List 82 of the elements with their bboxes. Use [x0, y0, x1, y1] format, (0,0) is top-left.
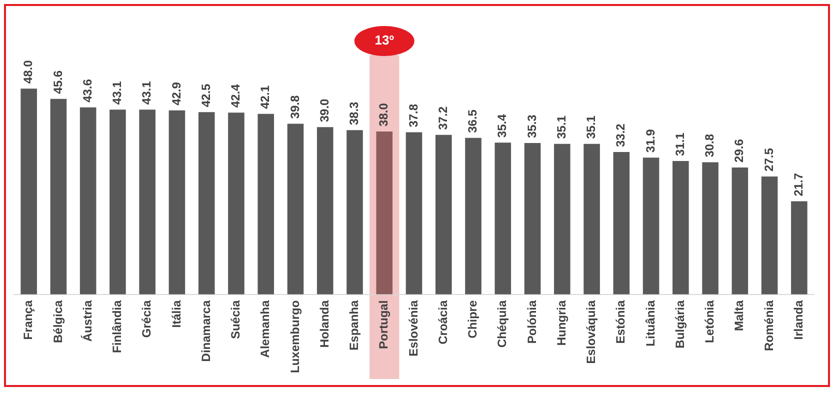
bar	[494, 142, 512, 294]
x-tick-label: Chipre	[466, 300, 480, 338]
x-tick-label: Hungria	[554, 300, 568, 346]
band-label: 13º	[374, 32, 394, 48]
data-label: 27.5	[762, 148, 776, 172]
bar	[465, 138, 482, 294]
bar	[376, 131, 393, 294]
x-tick-label: Malta	[732, 300, 746, 332]
x-tick-label: Bélgica	[50, 300, 65, 344]
bar	[168, 110, 186, 294]
bar	[524, 143, 541, 294]
x-tick-label: Croácia	[436, 300, 450, 344]
x-tick-label: França	[21, 300, 36, 340]
data-label: 37.8	[406, 104, 420, 128]
x-tick-label: Finlândia	[110, 300, 124, 354]
bar	[198, 112, 215, 294]
data-label: 35.3	[524, 114, 539, 138]
data-label: 45.6	[50, 70, 65, 94]
data-label: 35.4	[495, 114, 510, 138]
bar	[50, 98, 67, 294]
bar	[406, 132, 422, 294]
x-tick-label: Irlanda	[792, 300, 806, 340]
bar	[287, 124, 304, 294]
data-label: 43.6	[80, 78, 94, 102]
bar	[613, 152, 630, 294]
bar	[732, 167, 748, 294]
bar	[228, 112, 244, 294]
data-label: 35.1	[584, 115, 598, 139]
x-tick-label: Espanha	[347, 300, 362, 350]
data-label: 31.9	[643, 128, 658, 153]
data-label: 29.6	[732, 138, 746, 162]
data-label: 38.0	[376, 102, 391, 126]
data-label: 33.2	[614, 123, 628, 148]
data-label: 31.1	[672, 132, 687, 156]
x-tick-label: Portugal	[376, 300, 391, 350]
data-label: 42.1	[258, 85, 272, 109]
data-label: 21.7	[792, 172, 806, 196]
bar	[20, 88, 37, 294]
bar	[702, 162, 718, 294]
x-tick-label: Chéquia	[495, 300, 510, 348]
data-label: 36.5	[466, 109, 480, 133]
x-tick-label: Holanda	[317, 300, 332, 348]
bar	[584, 144, 600, 294]
bar	[139, 110, 156, 294]
data-label: 42.9	[169, 82, 184, 106]
bar	[642, 158, 660, 294]
x-tick-label: Eslováquia	[584, 300, 598, 364]
x-tick-label: Polónia	[524, 300, 539, 344]
bar	[791, 201, 808, 294]
bar	[761, 176, 778, 294]
x-tick-label: Letónia	[702, 300, 717, 344]
x-tick-label: Suécia	[228, 300, 243, 340]
x-tick-label: Bulgária	[672, 300, 687, 348]
data-label: 30.8	[702, 134, 717, 158]
data-label: 39.0	[317, 98, 332, 122]
bar	[258, 114, 274, 294]
bar	[110, 110, 126, 294]
bar	[316, 127, 334, 294]
x-tick-label: Roménia	[762, 300, 776, 352]
x-tick-label: Áustria	[80, 300, 94, 342]
data-label: 42.5	[198, 83, 213, 108]
x-tick-label: Eslovénia	[406, 300, 420, 356]
data-label: 43.1	[110, 80, 124, 105]
x-tick-label: Luxemburgo	[288, 300, 302, 374]
data-label: 38.3	[347, 101, 362, 126]
x-tick-label: Grécia	[140, 300, 154, 338]
bar	[80, 107, 96, 294]
x-tick-label: Dinamarca	[198, 300, 213, 362]
x-tick-label: Estónia	[614, 300, 628, 344]
x-tick-label: Itália	[169, 300, 184, 328]
data-label: 35.1	[554, 115, 568, 139]
x-tick-label: Alemanha	[258, 300, 272, 358]
x-tick-label: Lituânia	[643, 300, 658, 346]
data-label: 42.4	[228, 84, 243, 108]
data-label: 39.8	[288, 95, 302, 119]
bar	[554, 144, 570, 294]
data-label: 37.2	[436, 106, 450, 130]
data-label: 43.1	[140, 80, 154, 105]
bar	[346, 130, 363, 294]
data-label: 48.0	[21, 60, 36, 84]
bar	[672, 161, 689, 294]
bar	[435, 134, 452, 294]
